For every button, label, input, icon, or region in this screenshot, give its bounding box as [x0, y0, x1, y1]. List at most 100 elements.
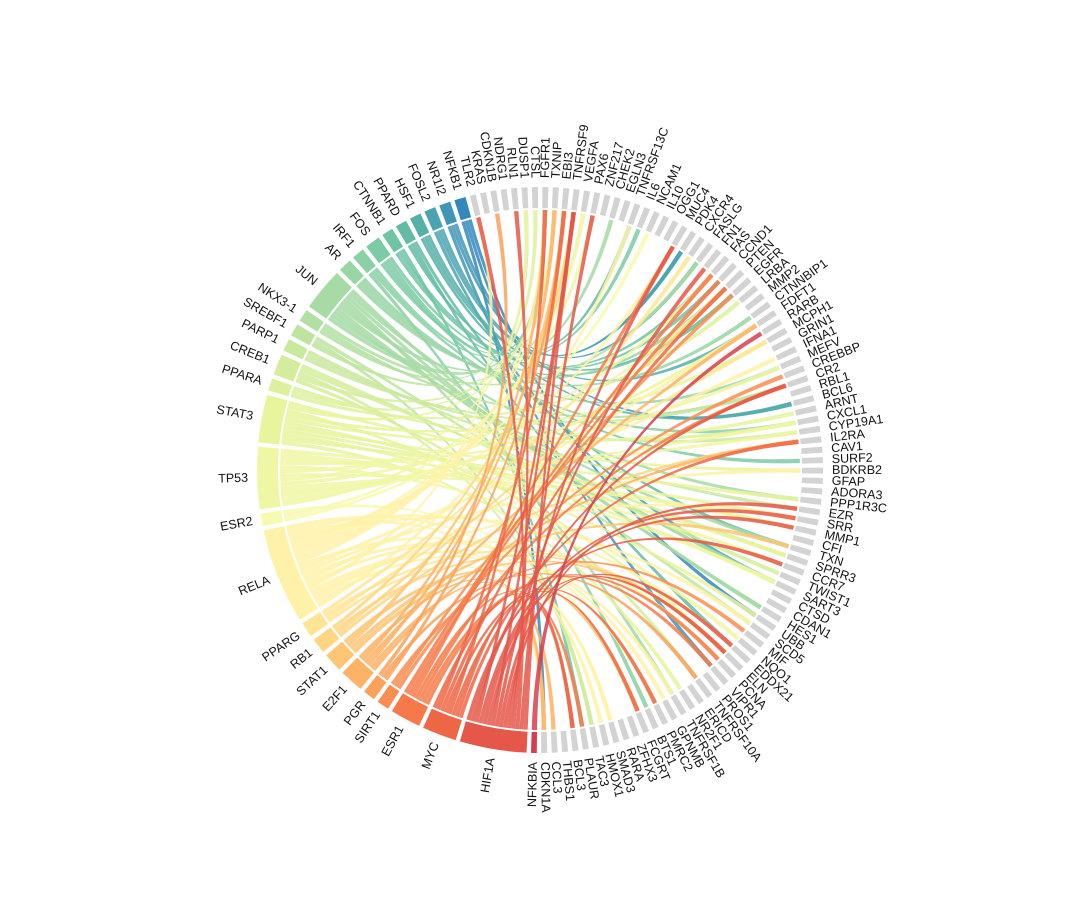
chord-block-rela — [263, 526, 318, 620]
chord-block-jun — [309, 272, 352, 319]
chord-block-twist1 — [779, 571, 801, 586]
chord-block-txnip — [551, 187, 559, 209]
chord-block-rara — [617, 718, 630, 741]
chord-label-txnip: TXNIP — [549, 141, 565, 179]
chord-block-pten — [725, 269, 745, 289]
chord-link-tp53-dusp1 — [280, 210, 529, 482]
chord-block-znf217 — [599, 194, 611, 217]
chord-block-cyp19a1 — [798, 425, 821, 435]
chord-block-srebf1 — [291, 324, 316, 346]
chord-block-scd5 — [749, 622, 771, 640]
chord-label-surf2: SURF2 — [832, 451, 873, 466]
chord-label-e2f1: E2F1 — [320, 683, 350, 715]
chord-label-esr2: ESR2 — [219, 514, 254, 534]
chord-block-il2ra — [800, 436, 822, 445]
chord-block-smad3 — [608, 721, 620, 744]
chord-block-mefv — [779, 355, 802, 370]
chord-block-sprr3 — [786, 553, 809, 566]
chord-label-nfkbia: NFKBIA — [525, 761, 540, 807]
chord-label-gfap: GFAP — [832, 474, 866, 489]
chord-blocks — [257, 187, 823, 753]
chord-link-ctnnb1-ccnd1 — [398, 250, 721, 370]
chord-label-ar: AR — [322, 241, 344, 263]
chord-block-ctnnb1 — [382, 228, 404, 253]
chord-block-eddx21 — [731, 644, 751, 664]
chord-block-pmrc2 — [653, 703, 669, 726]
chord-block-txn — [789, 544, 812, 556]
chord-label-srr: SRR — [826, 517, 855, 536]
chord-link-nfkbia-rarb — [531, 331, 763, 730]
chord-block-cdkn1b — [490, 190, 500, 213]
chord-link-ppara-lrba — [290, 300, 741, 420]
chord-label-thbs1: THBS1 — [560, 760, 578, 801]
chord-block-hsf1 — [409, 213, 430, 238]
chord-label-jun: JUN — [293, 262, 321, 288]
chord-label-hif1a: HIF1A — [478, 756, 498, 794]
chord-block-tnfrsf13c — [627, 203, 641, 226]
chord-label-ppara: PPARA — [220, 362, 264, 388]
chord-block-ogg1 — [663, 220, 679, 242]
chord-block-pcna — [717, 658, 737, 679]
chord-block-fgfr1 — [542, 187, 549, 209]
chord-block-adora3 — [801, 487, 823, 495]
chord-label-ppp1r3c: PPP1R3C — [829, 495, 887, 515]
chord-label-ndrg1: NDRG1 — [491, 136, 511, 181]
chord-block-egfr — [731, 277, 752, 296]
chord-block-hmox1 — [598, 724, 610, 746]
chord-block-faslg — [695, 242, 714, 263]
chord-link-srebf1-scd5 — [315, 336, 752, 626]
chord-link-irf1-cxcl1 — [371, 269, 797, 434]
chord-link-hif1a-pax6 — [519, 214, 595, 730]
chord-block-fdft1 — [756, 310, 777, 327]
chord-block-sart3 — [775, 580, 797, 595]
chord-label-myc: MYC — [419, 740, 442, 771]
chord-block-thbs1 — [560, 730, 569, 753]
chord-link-fosl2-pdk4 — [440, 228, 684, 356]
chord-label-il6: IL6 — [644, 181, 664, 202]
chord-block-gfap — [801, 477, 823, 485]
chord-block-srr — [796, 515, 819, 526]
chord-block-arnt — [795, 405, 817, 416]
chord-block-eln — [724, 652, 744, 671]
chord-block-grin1 — [771, 336, 793, 352]
chord-link-rela-txnip — [291, 210, 557, 550]
chord-block-ezr — [798, 506, 821, 516]
chord-block-cxcl1 — [797, 415, 819, 426]
chord-block-gpnmb — [662, 699, 678, 721]
chord-label-rb1: RB1 — [288, 646, 316, 672]
chord-block-cfi — [792, 534, 815, 546]
chord-link-pparg-mcph1 — [325, 339, 768, 620]
chord-block-bdkrb2 — [801, 467, 823, 474]
chord-link-hif1a-rln1 — [511, 210, 529, 729]
chord-link-myc-fcgrt — [451, 591, 640, 716]
chord-block-nfkbia — [530, 731, 538, 753]
chord-block-ctnnbip1 — [750, 301, 771, 319]
chord-block-chek2 — [609, 197, 621, 219]
chord-block-sirt1 — [377, 684, 400, 709]
chord-link-rela-scd5 — [288, 516, 752, 626]
chord-label-ebi3: EBI3 — [559, 152, 575, 180]
chord-block-e2f1 — [342, 657, 374, 689]
chord-block-mif — [743, 630, 765, 648]
chord-block-ctsl — [531, 187, 539, 209]
chord-label-tp53: TP53 — [218, 471, 248, 486]
chord-label-rln1: RLN1 — [504, 147, 521, 180]
chord-block-esr2 — [260, 510, 284, 527]
chord-block-tac3 — [589, 726, 600, 748]
chord-label-ccl3: CCL3 — [549, 761, 565, 794]
chord-label-stat3: STAT3 — [215, 402, 254, 423]
chord-label-vegfa: VEGFA — [581, 139, 602, 183]
chord-block-stat1 — [326, 641, 355, 670]
chord-block-ncam1 — [645, 211, 660, 233]
chord-block-ericd — [687, 683, 704, 705]
chord-block-hes1 — [760, 606, 782, 623]
chord-block-nr2f1 — [679, 689, 696, 710]
chord-block-plaur — [579, 728, 589, 750]
chord-block-rln1 — [511, 187, 519, 210]
chord-block-pdk4 — [679, 230, 697, 252]
chord-block-tnfrsf9 — [571, 189, 580, 211]
chord-block-fos — [366, 237, 391, 264]
chord-link-myc-il2ra — [458, 439, 799, 719]
chord-block-parp1 — [283, 339, 308, 360]
